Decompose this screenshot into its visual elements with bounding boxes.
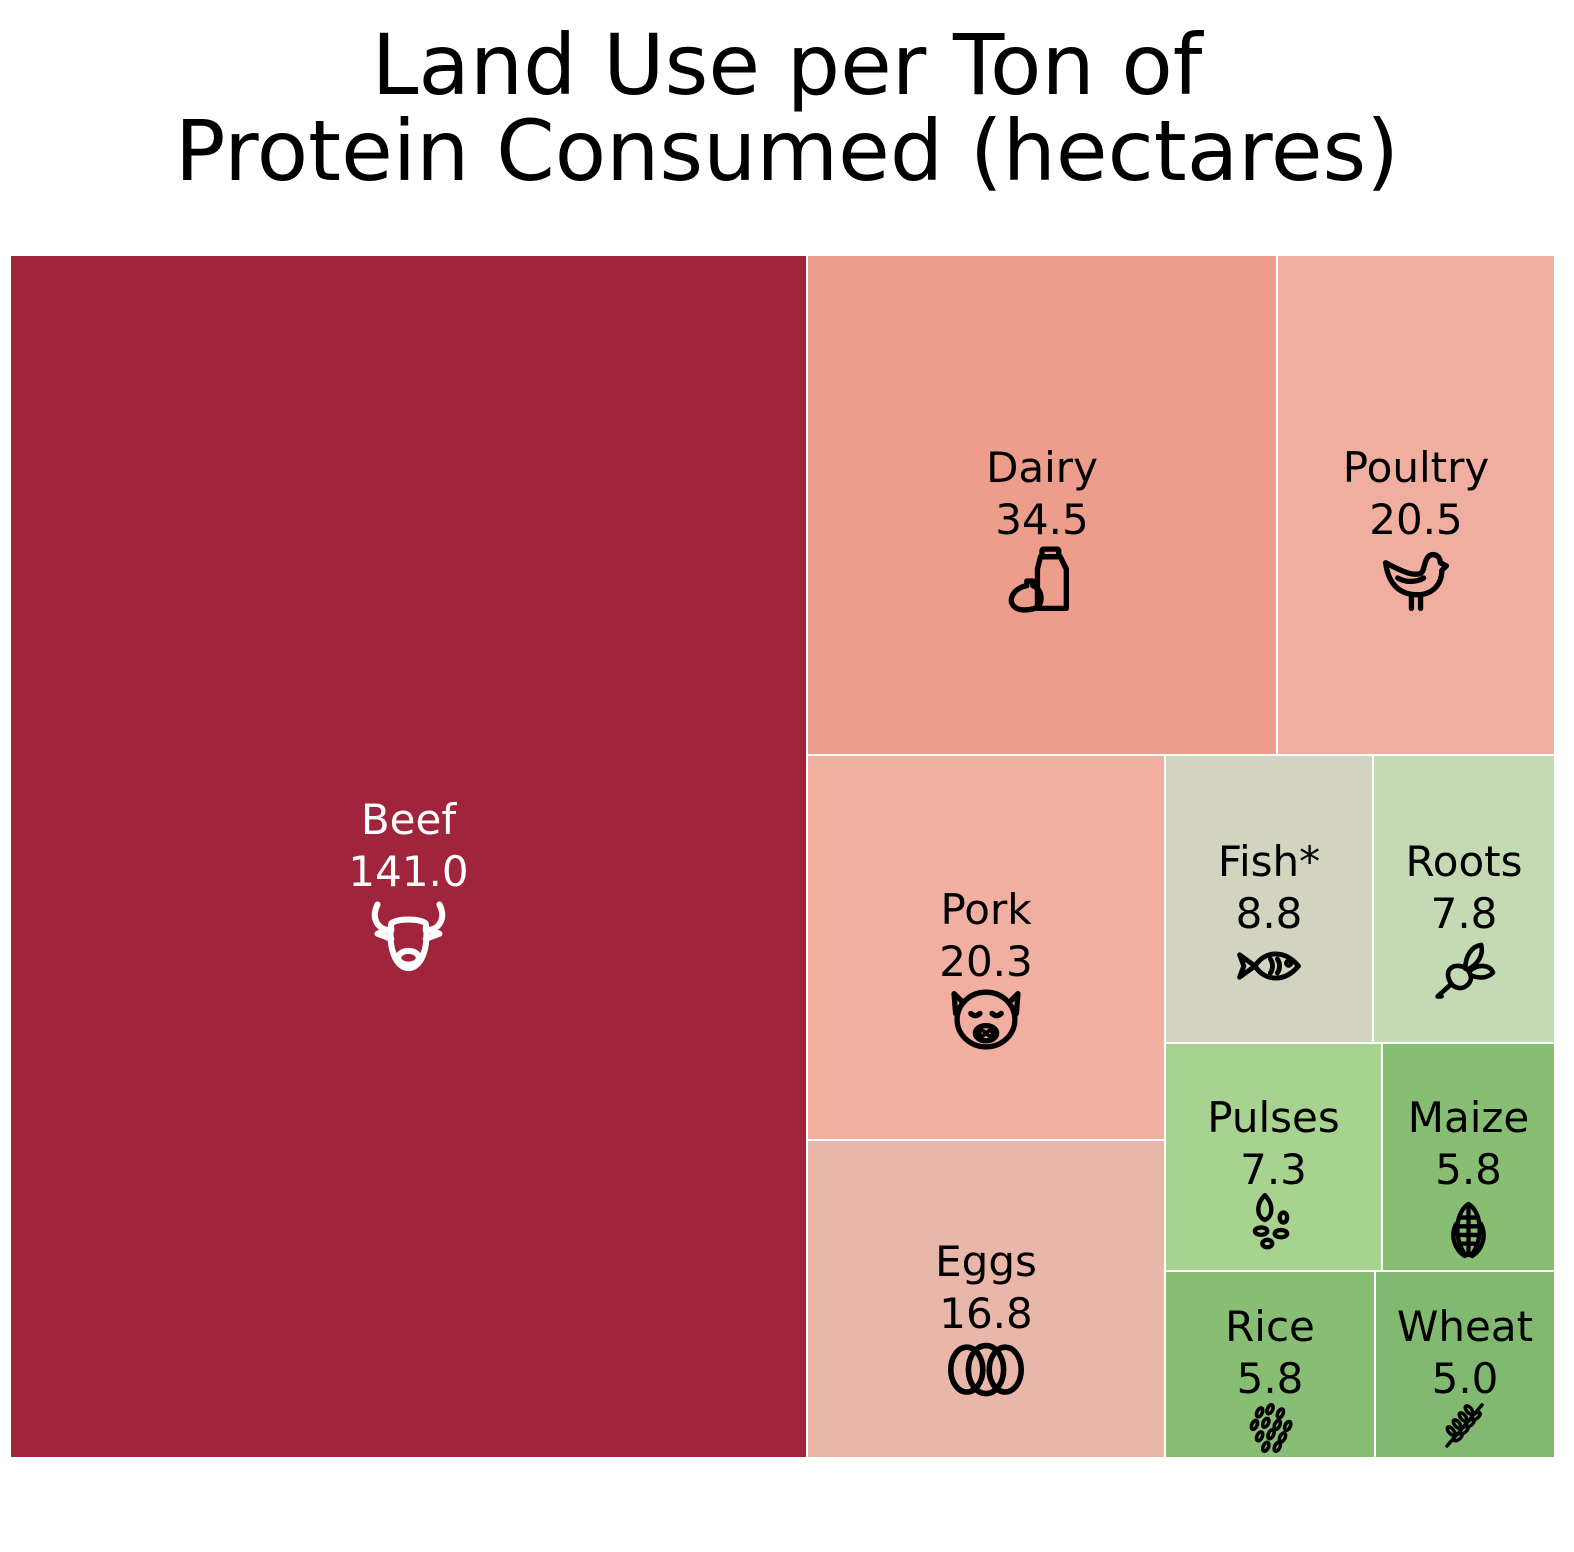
- chart-title-line-1: Land Use per Ton of: [371, 16, 1203, 114]
- treemap-cell-fish: Fish*8.8: [1164, 754, 1374, 1044]
- treemap-rect-rice: [1164, 1270, 1376, 1459]
- treemap-value-eggs: 16.8: [939, 1289, 1033, 1338]
- pig-icon: [951, 989, 1021, 1050]
- treemap-label-pork: Pork: [940, 885, 1032, 934]
- treemap-label-fish: Fish*: [1218, 837, 1320, 886]
- treemap-value-pulses: 7.3: [1240, 1145, 1307, 1194]
- treemap-rect-beef: [9, 254, 808, 1459]
- treemap-rect-pork: [806, 754, 1166, 1141]
- treemap-value-fish: 8.8: [1236, 889, 1303, 938]
- treemap-label-pulses: Pulses: [1207, 1093, 1339, 1142]
- chart-title-line-2: Protein Consumed (hectares): [174, 102, 1400, 200]
- radish-icon: [1435, 942, 1496, 999]
- treemap-label-dairy: Dairy: [986, 443, 1098, 492]
- rice-icon: [1249, 1403, 1293, 1453]
- treemap-value-dairy: 34.5: [995, 495, 1089, 544]
- treemap-label-poultry: Poultry: [1343, 443, 1489, 492]
- treemap-label-rice: Rice: [1225, 1302, 1315, 1351]
- treemap-value-rice: 5.8: [1237, 1354, 1304, 1403]
- cow-icon: [371, 901, 446, 972]
- eggs-icon: [948, 1342, 1025, 1397]
- chart-title: Land Use per Ton of Protein Consumed (he…: [0, 22, 1574, 194]
- treemap-rect-fish: [1164, 754, 1374, 1044]
- wheat-icon: [1445, 1403, 1484, 1448]
- treemap-rect-eggs: [806, 1139, 1166, 1459]
- chicken-icon: [1382, 551, 1450, 612]
- milk-bottle-icon: [1008, 546, 1069, 613]
- treemap-value-beef: 141.0: [348, 847, 468, 896]
- treemap-label-beef: Beef: [361, 795, 457, 844]
- treemap-rect-dairy: [806, 254, 1278, 756]
- fish-icon: [1237, 951, 1301, 981]
- treemap-value-roots: 7.8: [1431, 889, 1498, 938]
- treemap-rect-roots: [1372, 754, 1556, 1044]
- beans-icon: [1252, 1193, 1290, 1250]
- treemap-value-maize: 5.8: [1435, 1145, 1502, 1194]
- treemap-value-pork: 20.3: [939, 937, 1033, 986]
- treemap-label-eggs: Eggs: [935, 1237, 1037, 1286]
- treemap-label-wheat: Wheat: [1397, 1302, 1533, 1351]
- treemap-value-wheat: 5.0: [1432, 1354, 1499, 1403]
- treemap-rect-poultry: [1276, 254, 1556, 756]
- treemap-label-maize: Maize: [1408, 1093, 1530, 1142]
- treemap-label-roots: Roots: [1405, 837, 1522, 886]
- corn-icon: [1451, 1201, 1486, 1259]
- treemap-value-poultry: 20.5: [1369, 495, 1463, 544]
